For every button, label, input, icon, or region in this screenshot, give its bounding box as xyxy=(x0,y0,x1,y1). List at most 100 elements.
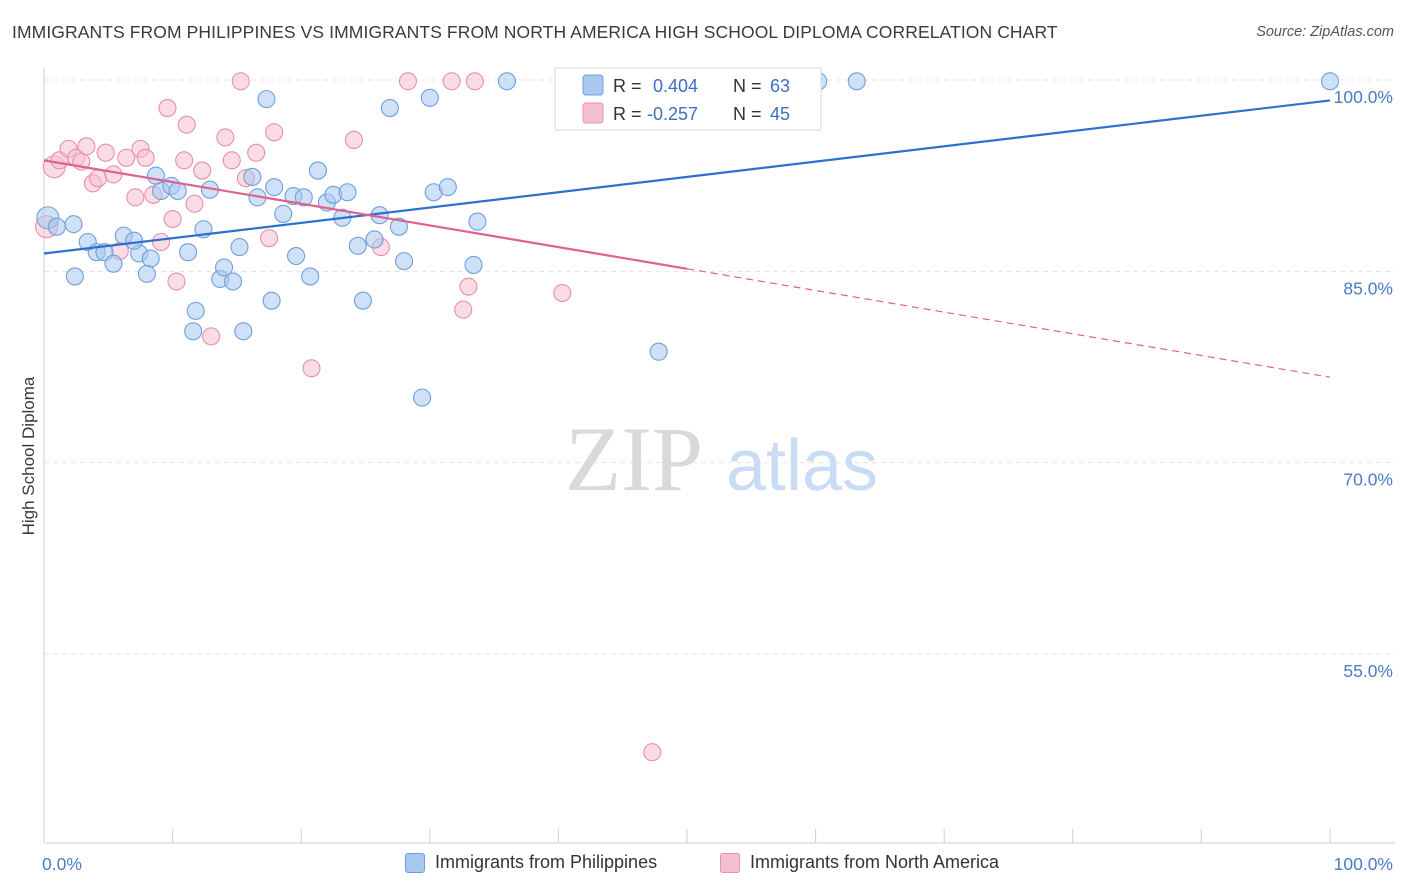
pink-point-12 xyxy=(117,148,136,167)
blue-point-10 xyxy=(124,231,144,250)
blue-point-24 xyxy=(223,272,243,291)
blue-point-60 xyxy=(1320,72,1340,91)
pink-point-15 xyxy=(136,148,155,167)
pink-point-18 xyxy=(158,99,177,118)
blue-point-12 xyxy=(137,264,156,283)
legend-r-value-pink: -0.257 xyxy=(647,104,698,124)
legend-swatch-north-america xyxy=(720,852,740,873)
blue-point-43 xyxy=(353,291,372,310)
blue-point-27 xyxy=(243,167,262,186)
legend-n-value-pink: 45 xyxy=(770,104,790,124)
blue-point-55 xyxy=(497,72,517,91)
blue-point-36 xyxy=(301,267,320,286)
legend-r-label-blue: R = xyxy=(613,76,642,96)
y-axis-label: High School Diploma xyxy=(19,376,38,535)
y-tick-label: 55.0% xyxy=(1343,661,1393,681)
blue-point-2 xyxy=(64,215,83,234)
blue-point-5 xyxy=(65,267,84,286)
pink-point-25 xyxy=(202,327,221,346)
axes xyxy=(43,68,1395,844)
legend-r-value-blue: 0.404 xyxy=(653,76,698,96)
pink-point-27 xyxy=(222,151,241,170)
pink-point-36 xyxy=(398,72,417,91)
pink-point-13 xyxy=(126,188,145,207)
blue-point-1 xyxy=(47,217,66,236)
pink-point-8 xyxy=(88,169,108,188)
pink-point-34 xyxy=(344,130,363,150)
legend-label-philippines: Immigrants from Philippines xyxy=(435,852,658,872)
x-tick-label: 100.0% xyxy=(1334,854,1393,874)
watermark-atlas: atlas xyxy=(726,426,878,506)
blue-point-48 xyxy=(395,252,414,271)
blue-point-46 xyxy=(380,99,399,118)
blue-point-35 xyxy=(294,188,313,207)
blue-point-20 xyxy=(186,301,205,320)
pink-point-23 xyxy=(185,194,204,213)
series-philippines-points xyxy=(36,72,1340,407)
legend-swatch-blue xyxy=(582,74,604,96)
pink-trend-line xyxy=(43,159,688,270)
legend-item-north-america: Immigrants from North America xyxy=(720,852,999,873)
pink-point-10 xyxy=(104,165,123,184)
pink-point-17 xyxy=(151,232,171,252)
blue-point-7 xyxy=(104,254,123,273)
legend-r-label-pink: R = xyxy=(613,104,642,124)
blue-point-56 xyxy=(649,342,668,361)
blue-point-11 xyxy=(141,249,160,268)
blue-point-32 xyxy=(274,204,293,223)
blue-point-14 xyxy=(146,166,165,185)
pink-point-42 xyxy=(643,743,662,762)
blue-point-54 xyxy=(468,212,487,231)
x-tick-label: 0.0% xyxy=(42,854,82,874)
blue-point-49 xyxy=(413,388,432,407)
pink-point-19 xyxy=(163,209,182,229)
pink-point-33 xyxy=(302,359,321,378)
pink-point-6 xyxy=(77,137,96,156)
pink-point-26 xyxy=(216,128,235,147)
pink-point-22 xyxy=(177,115,196,134)
source-credit: Source: ZipAtlas.com xyxy=(1256,24,1394,40)
pink-point-39 xyxy=(459,277,478,296)
pink-point-21 xyxy=(175,151,194,170)
blue-point-37 xyxy=(308,161,327,180)
pink-point-20 xyxy=(167,272,186,291)
blue-point-41 xyxy=(338,183,357,202)
legend-n-label-blue: N = xyxy=(733,76,762,96)
watermark-zip: ZIP xyxy=(565,408,703,510)
y-tick-label: 70.0% xyxy=(1343,470,1393,490)
pink-point-40 xyxy=(454,300,473,319)
stats-legend: R = 0.404 N = 63 R = -0.257 N = 45 xyxy=(554,67,822,131)
legend-swatch-philippines xyxy=(405,852,425,873)
blue-trend-line xyxy=(43,99,1331,255)
legend-n-label-pink: N = xyxy=(733,104,762,124)
series-legend: Immigrants from Philippines Immigrants f… xyxy=(0,852,1406,878)
pink-point-37 xyxy=(442,72,461,91)
blue-point-23 xyxy=(214,258,234,277)
pink-point-41 xyxy=(553,283,572,303)
blue-point-17 xyxy=(178,243,198,262)
blue-point-44 xyxy=(365,230,384,249)
y-tick-label: 100.0% xyxy=(1334,87,1393,107)
legend-swatch-pink xyxy=(582,102,604,124)
legend-label-north-america: Immigrants from North America xyxy=(750,852,1000,872)
pink-point-28 xyxy=(231,72,250,91)
blue-point-30 xyxy=(262,291,281,310)
blue-point-26 xyxy=(234,322,253,341)
y-tick-labels: 100.0% 85.0% 70.0% 55.0% xyxy=(1334,87,1393,681)
blue-point-29 xyxy=(257,90,276,109)
pink-point-32 xyxy=(265,123,284,142)
pink-point-31 xyxy=(259,229,279,248)
blue-point-51 xyxy=(420,88,439,107)
blue-point-34 xyxy=(287,246,306,266)
pink-point-24 xyxy=(193,161,212,180)
blue-point-19 xyxy=(184,322,203,341)
blue-point-42 xyxy=(348,236,367,255)
legend-n-value-blue: 63 xyxy=(770,76,790,96)
x-tick-labels: 0.0% 100.0% xyxy=(42,854,1393,874)
blue-point-59 xyxy=(847,72,866,91)
blue-point-31 xyxy=(265,178,284,197)
pink-point-30 xyxy=(247,143,266,162)
blue-point-53 xyxy=(464,255,483,275)
legend-item-philippines: Immigrants from Philippines xyxy=(405,852,657,873)
